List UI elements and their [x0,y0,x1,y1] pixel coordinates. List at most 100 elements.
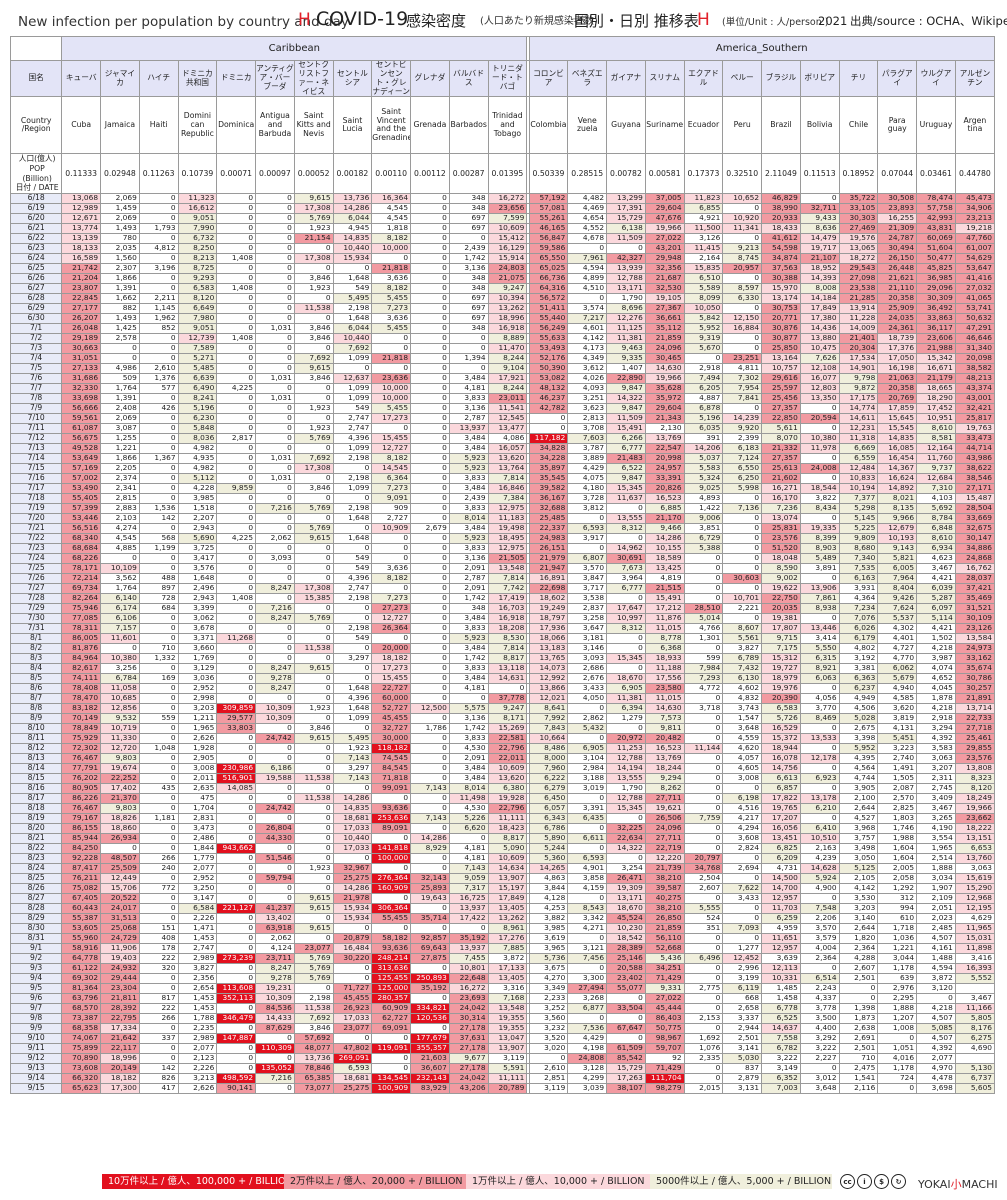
value-cell: 7,573 [644,712,685,724]
value-cell: 21,483 [606,452,646,464]
value-cell: 23,304 [100,982,140,994]
value-cell: 0 [567,962,608,974]
value-cell: 46,237 [528,392,569,404]
value-cell: 30,147 [954,532,996,544]
value-cell: 25,275 [332,1082,373,1094]
value-cell: 250,893 [410,972,450,984]
value-cell: 12,231 [838,422,879,434]
value-cell: 1,662 [100,292,140,304]
value-cell: 5,769 [293,432,334,444]
value-cell: 53,649 [61,452,102,464]
value-cell: 4,594 [567,262,608,274]
value-cell: 22,698 [528,582,569,594]
value-cell: 0 [410,612,450,624]
value-cell: 5,769 [293,952,334,964]
date-cell: 8/6 [9,682,63,694]
value-cell: 1,408 [216,252,257,264]
value-cell: 1,547 [722,712,763,724]
value-cell: 43,201 [644,242,685,254]
value-cell: 5,226 [448,812,489,824]
value-cell: 3,337 [722,1012,763,1024]
value-cell: 29,096 [916,282,956,294]
value-cell: 28,389 [606,942,646,954]
value-cell: 7,992 [528,712,569,724]
value-cell: 6,039 [916,582,956,594]
value-cell: 7,157 [100,622,140,634]
value-cell: 6,593 [567,522,608,534]
value-cell: 4,173 [567,342,608,354]
value-cell: 25,146 [606,952,646,964]
corner-line: 日付 / DATE [15,183,59,193]
value-cell: 32,711 [799,202,840,214]
value-cell: 14,634 [487,862,528,874]
value-cell: 0 [293,672,334,684]
value-cell: 0 [722,932,763,944]
value-cell: 0 [255,512,295,524]
value-cell: 1,505 [877,772,918,784]
value-cell: 21,515 [644,582,685,594]
value-cell: 30,314 [448,1012,489,1024]
value-cell: 82,617 [61,662,102,674]
value-cell: 53,446 [61,512,102,524]
date-cell: 7/6 [9,372,63,384]
value-cell: 0 [216,372,257,384]
value-cell: 6,005 [877,562,918,574]
value-cell: 16,078 [761,752,801,764]
table-row: 8/25 76,211 12,449 0 2,952 0 59,794 0 25,275 276,… [9,872,996,884]
value-cell: 55,633 [528,332,569,344]
value-cell: 0 [448,362,489,374]
value-cell: 1,718 [877,922,918,934]
value-cell: 0 [799,422,840,434]
value-cell: 1,923 [332,742,373,754]
value-cell: 3,985 [177,492,218,504]
value-cell: 7,622 [722,882,763,894]
country-name-en: Domini can Republic [177,96,218,155]
country-name-ja: グレナダ [410,59,450,98]
table-row: 8/9 70,149 9,532 559 1,211 29,577 10,309 0 1,099… [9,712,996,724]
value-cell: 125,455 [371,972,412,984]
value-cell: 0 [138,1052,179,1064]
value-cell: 0 [138,792,179,804]
value-cell: 17,391 [606,202,646,214]
value-cell: 0 [216,242,257,254]
value-cell: 33,863 [916,312,956,324]
value-cell: 0 [216,812,257,824]
value-cell: 111,704 [644,1072,685,1084]
value-cell: 65,550 [528,252,569,264]
value-cell: 9,920 [722,422,763,434]
value-cell: 7,841 [722,392,763,404]
value-cell: 51,520 [761,542,801,554]
value-cell: 24,035 [877,312,918,324]
title-density-sub: (人口あたり新規感染者数) [480,16,598,27]
value-cell: 53,490 [61,482,102,494]
value-cell: 30,753 [761,302,801,314]
value-cell: 7,759 [683,812,724,824]
value-cell: 35,722 [838,192,879,204]
table-row: 8/24 87,417 25,509 240 2,077 0 0 1,923 32,967 0 0 7… [9,862,996,874]
table-row: 9/7 68,570 28,392 222 1,453 0 84,536 11,538 26,9… [9,1002,996,1014]
value-cell: 142 [138,512,179,524]
value-cell: 8,590 [761,562,801,574]
date-cell: 9/6 [9,992,63,1004]
value-cell: 18,670 [606,672,646,684]
value-cell: 1,604 [877,852,918,864]
value-cell: 82,264 [61,592,102,604]
population-value: 0.11333 [61,153,102,194]
value-cell: 772 [138,882,179,894]
value-cell: 30,309 [916,292,956,304]
value-cell: 0 [293,572,334,584]
value-cell: 0 [683,792,724,804]
value-cell: 4,516 [722,802,763,814]
date-cell: 6/25 [9,262,63,274]
value-cell: 4,982 [177,442,218,454]
table-row: 6/24 16,589 1,560 0 8,213 1,408 0 17,308 15,934 0… [9,252,996,264]
value-cell: 2,130 [644,422,685,434]
value-cell: 9,143 [877,542,918,554]
value-cell: 86,005 [61,632,102,644]
value-cell: 5,692 [916,502,956,514]
value-cell: 8,241 [177,392,218,404]
value-cell: 0 [138,422,179,434]
value-cell: 9,278 [255,972,295,984]
value-cell: 7,964 [877,572,918,584]
value-cell: 3,554 [916,832,956,844]
